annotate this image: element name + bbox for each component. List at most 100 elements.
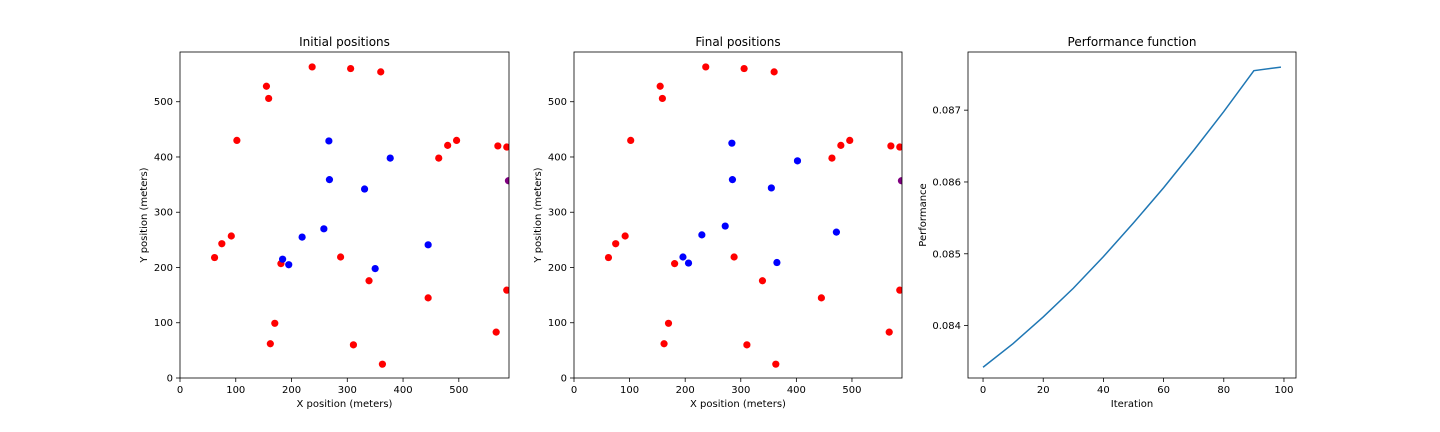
x-axis-label: X position (meters) <box>297 399 393 410</box>
data-point <box>671 260 679 268</box>
data-point <box>360 185 369 193</box>
data-point <box>658 94 666 103</box>
data-point <box>897 177 902 185</box>
plot-area <box>210 63 509 368</box>
x-tick-label: 0 <box>980 385 986 396</box>
x-tick-label: 100 <box>226 385 245 396</box>
y-tick-label: 100 <box>548 318 567 329</box>
y-axis-label: Y position (meters) <box>139 167 150 263</box>
y-tick-label: 300 <box>154 208 173 219</box>
y-tick-label: 500 <box>548 97 567 108</box>
data-point <box>210 253 219 262</box>
data-point <box>885 328 893 336</box>
data-point <box>743 341 751 349</box>
y-tick-label: 0.084 <box>932 321 961 332</box>
data-point <box>702 63 710 71</box>
data-point <box>227 232 235 240</box>
data-point <box>378 360 387 368</box>
y-tick-label: 0 <box>167 374 173 385</box>
data-point <box>271 319 279 327</box>
x-tick-label: 40 <box>1097 385 1110 396</box>
y-tick-label: 400 <box>154 152 173 163</box>
x-tick-label: 60 <box>1157 385 1170 396</box>
axes-frame <box>179 51 510 379</box>
data-point <box>336 253 345 261</box>
data-point <box>347 64 355 73</box>
data-point <box>621 232 629 240</box>
data-point <box>325 176 334 184</box>
data-point <box>832 228 841 236</box>
axes-frame <box>967 51 1297 379</box>
data-point <box>758 277 767 285</box>
chart-1: Final positions 0 100 200 300 400 500 0 100 200 30… <box>533 35 903 410</box>
data-point <box>828 154 836 162</box>
data-point <box>279 255 287 263</box>
x-tick-label: 300 <box>338 385 357 396</box>
x-tick-label: 20 <box>1037 385 1050 396</box>
data-point <box>265 94 273 103</box>
data-point <box>503 143 509 151</box>
chart-2: Performance function 0 20 40 60 80 100 0.084 0.0… <box>918 35 1297 410</box>
data-point <box>896 286 902 294</box>
data-point <box>435 154 443 162</box>
data-point <box>604 253 613 262</box>
data-point <box>627 136 635 145</box>
y-tick-label: 200 <box>154 263 173 274</box>
x-tick-label: 200 <box>282 385 301 396</box>
x-tick-label: 100 <box>620 385 639 396</box>
data-point <box>896 143 902 151</box>
x-tick-label: 0 <box>571 385 577 396</box>
x-tick-label: 80 <box>1217 385 1230 396</box>
x-tick-label: 400 <box>394 385 413 396</box>
plot-area <box>604 63 902 368</box>
y-tick-label: 100 <box>154 318 173 329</box>
data-point <box>262 82 271 90</box>
x-tick-label: 400 <box>787 385 806 396</box>
data-point <box>740 64 748 73</box>
y-axis-label: Performance <box>918 183 929 246</box>
data-point <box>679 253 687 261</box>
y-axis-label: Y position (meters) <box>533 167 544 263</box>
series-line <box>982 66 1282 368</box>
data-point <box>285 261 293 269</box>
y-tick-label: 0.085 <box>932 249 961 260</box>
data-point <box>767 184 775 192</box>
y-tick-label: 400 <box>548 152 567 163</box>
data-point <box>503 286 509 294</box>
y-tick-label: 0 <box>561 374 567 385</box>
data-point <box>698 231 706 239</box>
plot-area <box>982 66 1282 368</box>
data-point <box>371 264 379 273</box>
y-tick-label: 200 <box>548 263 567 274</box>
data-point <box>664 319 673 327</box>
data-point <box>320 225 328 233</box>
data-point <box>773 258 781 267</box>
data-point <box>233 136 241 145</box>
data-point <box>325 137 333 145</box>
data-point <box>452 136 461 145</box>
x-axis-label: X position (meters) <box>690 399 786 410</box>
data-point <box>308 63 316 71</box>
data-point <box>660 340 668 348</box>
y-tick-label: 0.087 <box>932 106 961 117</box>
data-point <box>656 82 664 90</box>
x-tick-label: 500 <box>842 385 861 396</box>
data-point <box>218 240 226 248</box>
data-point <box>730 253 738 261</box>
x-tick-label: 500 <box>449 385 468 396</box>
data-point <box>424 241 432 249</box>
data-point <box>684 259 693 267</box>
data-point <box>504 177 509 185</box>
data-point <box>887 142 895 150</box>
data-point <box>494 142 502 150</box>
y-tick-label: 500 <box>154 97 173 108</box>
data-point <box>772 360 780 368</box>
data-point <box>837 141 845 149</box>
data-point <box>266 340 274 348</box>
y-tick-label: 300 <box>548 208 567 219</box>
x-tick-label: 100 <box>1274 385 1293 396</box>
x-tick-label: 300 <box>731 385 750 396</box>
data-point <box>424 294 432 302</box>
data-point <box>728 176 737 184</box>
data-point <box>298 233 306 241</box>
